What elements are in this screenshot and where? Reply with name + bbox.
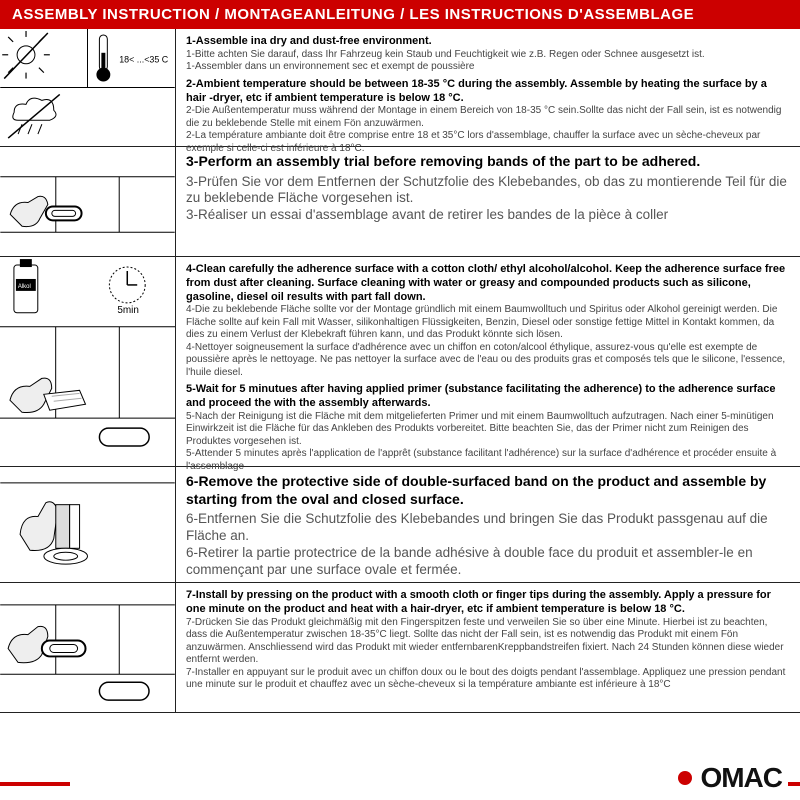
step-text-7: 7-Install by pressing on the product wit… xyxy=(176,583,800,712)
page-title: ASSEMBLY INSTRUCTION / MONTAGEANLEITUNG … xyxy=(0,0,800,29)
logo-line-left xyxy=(0,782,70,786)
step4-en: 4-Clean carefully the adherence surface … xyxy=(186,263,790,304)
step6-en: 6-Remove the protective side of double-s… xyxy=(186,473,790,508)
step1-de: 1-Bitte achten Sie darauf, dass Ihr Fahr… xyxy=(186,49,790,62)
step3-fr: 3-Réaliser un essai d'assemblage avant d… xyxy=(186,207,790,224)
brand-logo: OMAC xyxy=(678,762,782,794)
step-text-3: 3-Perform an assembly trial before remov… xyxy=(176,147,800,256)
illustration-step-1: 18< ...<35 C xyxy=(0,29,176,146)
step-row-4: 6-Remove the protective side of double-s… xyxy=(0,467,800,583)
step2-en: 2-Ambient temperature should be between … xyxy=(186,78,790,106)
step1-fr: 1-Assembler dans un environnement sec et… xyxy=(186,61,790,74)
step-text-1-2: 1-Assemble ina dry and dust-free environ… xyxy=(176,29,800,146)
step7-fr: 7-Installer en appuyant sur le produit a… xyxy=(186,667,790,692)
step3-en: 3-Perform an assembly trial before remov… xyxy=(186,153,790,171)
illustration-step-7 xyxy=(0,583,176,712)
temp-label: 18< ...<35 C xyxy=(119,55,169,65)
illustration-step-4-5: Alkol 5min xyxy=(0,257,176,466)
step-row-3: Alkol 5min 4-Clean carefully the adheren… xyxy=(0,257,800,467)
illustration-step-3 xyxy=(0,147,176,256)
step7-de: 7-Drücken Sie das Produkt gleichmäßig mi… xyxy=(186,617,790,667)
step1-en: 1-Assemble ina dry and dust-free environ… xyxy=(186,35,790,49)
logo-dot-icon xyxy=(678,771,692,785)
step5-de: 5-Nach der Reinigung ist die Fläche mit … xyxy=(186,411,790,449)
step4-fr: 4-Nettoyer soigneusement la surface d'ad… xyxy=(186,342,790,380)
step5-en: 5-Wait for 5 minutues after having appli… xyxy=(186,383,790,411)
step-row-5: 7-Install by pressing on the product wit… xyxy=(0,583,800,713)
illustration-step-6 xyxy=(0,467,176,582)
svg-text:Alkol: Alkol xyxy=(18,284,31,290)
svg-text:5min: 5min xyxy=(117,305,139,316)
logo-text: OMAC xyxy=(700,762,782,794)
step6-de: 6-Entfernen Sie die Schutzfolie des Kleb… xyxy=(186,511,790,545)
step2-de: 2-Die Außentemperatur muss während der M… xyxy=(186,105,790,130)
step7-en: 7-Install by pressing on the product wit… xyxy=(186,589,790,617)
step4-de: 4-Die zu beklebende Fläche sollte vor de… xyxy=(186,304,790,342)
step-text-6: 6-Remove the protective side of double-s… xyxy=(176,467,800,582)
step3-de: 3-Prüfen Sie vor dem Entfernen der Schut… xyxy=(186,174,790,208)
step-row-2: 3-Perform an assembly trial before remov… xyxy=(0,147,800,257)
step-row-1: 18< ...<35 C 1-Assemble ina dry and dust… xyxy=(0,29,800,147)
step-text-4-5: 4-Clean carefully the adherence surface … xyxy=(176,257,800,466)
step6-fr: 6-Retirer la partie protectrice de la ba… xyxy=(186,545,790,579)
logo-line-right xyxy=(788,782,800,786)
